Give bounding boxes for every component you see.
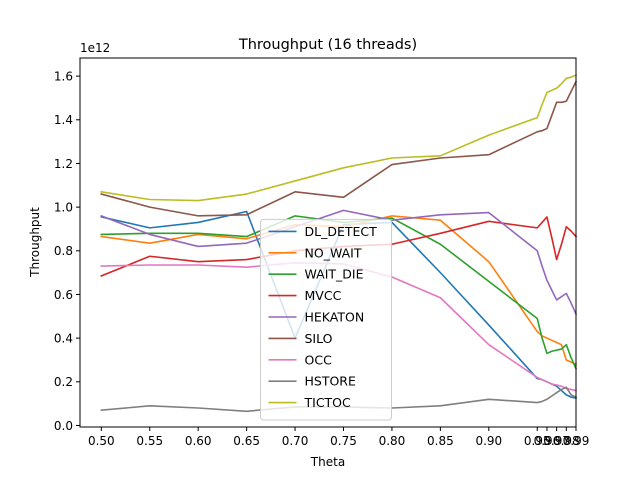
x-tick-label: 0.70 (282, 434, 309, 448)
x-axis-label: Theta (310, 455, 345, 469)
series-layer (100, 73, 578, 413)
series-line-hekaton (100, 209, 578, 316)
y-tick-label: 0.6 (54, 288, 73, 302)
x-tick-label: 0.95 (524, 434, 551, 448)
legend: DL_DETECT NO_WAIT WAIT_DIE MVCC HEKATON SILO O… (260, 218, 392, 421)
x-tick-label: 0.85 (427, 434, 454, 448)
legend-label-no-wait: NO_WAIT (305, 245, 362, 260)
series-line-hstore (100, 386, 578, 413)
x-tick-label: 0.75 (330, 434, 357, 448)
x-tick-label: 0.80 (379, 434, 406, 448)
series-line-tictoc (100, 73, 578, 202)
legend-label-hstore: HSTORE (305, 374, 356, 389)
legend-box (260, 218, 392, 421)
y-tick-label: 0.8 (54, 244, 73, 258)
plot-area-frame (79, 57, 577, 428)
x-tick-label: 0.60 (185, 434, 212, 448)
series-line-mvcc (100, 216, 578, 277)
y-tick-label: 0.2 (54, 375, 73, 389)
legend-label-wait-die: WAIT_DIE (305, 267, 364, 282)
x-tick-label: 0.96 (534, 434, 561, 448)
y-axis-ticks: 0.0 0.2 0.4 0.6 0.8 1.0 1.2 1.4 1.6 (54, 69, 80, 433)
y-tick-label: 1.0 (54, 200, 73, 214)
series-line-dl-detect (100, 210, 577, 400)
y-axis-label: Throughput (28, 207, 42, 278)
x-tick-label: 0.97 (543, 434, 570, 448)
legend-label-hekaton: HEKATON (305, 310, 365, 325)
legend-label-tictoc: TICTOC (304, 395, 352, 410)
y-tick-label: 0.4 (54, 331, 73, 345)
series-line-occ (100, 262, 577, 392)
legend-label-mvcc: MVCC (305, 288, 342, 303)
x-tick-label: 0.50 (88, 434, 115, 448)
chart-title: Throughput (16 threads) (238, 37, 417, 53)
x-tick-label: 0.99 (563, 434, 590, 448)
x-tick-label: 0.98 (553, 434, 580, 448)
x-axis-ticks: 0.50 0.55 0.60 0.65 0.70 0.75 0.80 0.85 0.90 0.95… (88, 427, 589, 448)
y-tick-label: 1.2 (54, 157, 73, 171)
y-tick-label: 1.4 (54, 113, 73, 127)
x-tick-label: 0.90 (475, 434, 502, 448)
x-tick-label: 0.65 (233, 434, 260, 448)
x-tick-label: 0.55 (136, 434, 163, 448)
y-axis-multiplier: 1e12 (80, 41, 110, 55)
legend-label-occ: OCC (305, 352, 333, 367)
series-line-wait-die (100, 215, 578, 370)
y-tick-label: 1.6 (54, 69, 73, 83)
legend-label-dl-detect: DL_DETECT (305, 224, 378, 239)
series-line-silo (100, 80, 578, 217)
legend-label-silo: SILO (305, 331, 333, 346)
y-tick-label: 0.0 (54, 419, 73, 433)
series-line-no-wait (100, 215, 578, 366)
